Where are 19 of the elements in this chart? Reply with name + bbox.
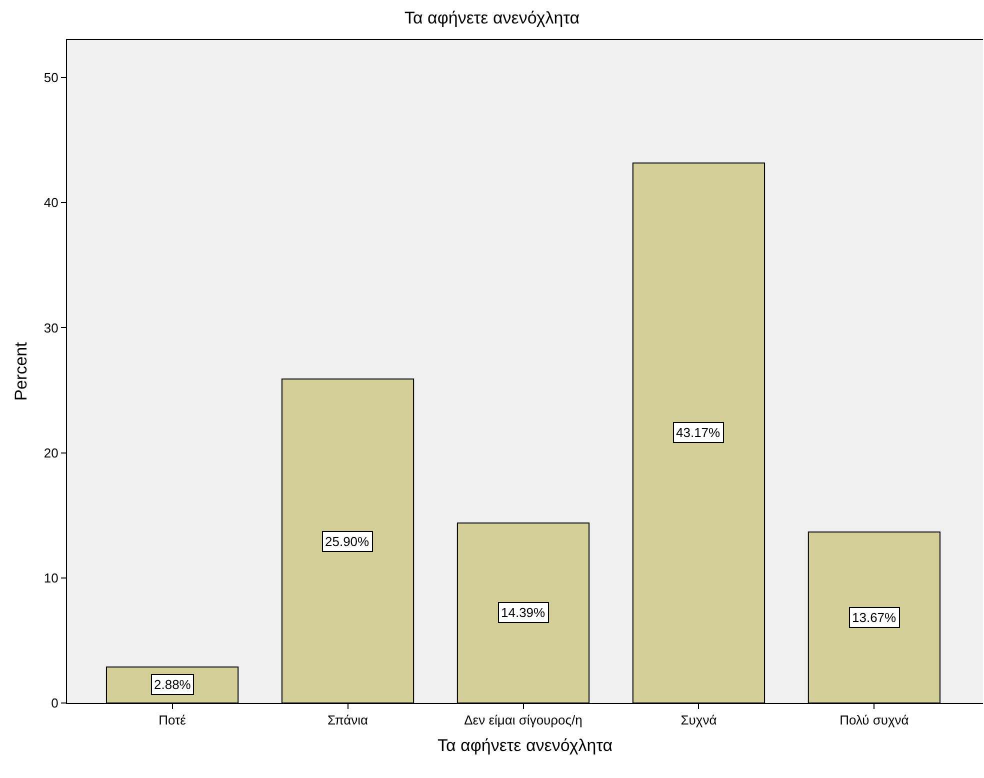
- x-tick-label: Δεν είμαι σίγουρος/η: [464, 712, 582, 728]
- y-tick-label: 0: [51, 696, 58, 711]
- chart-title: Τα αφήνετε ανενόχλητα: [404, 8, 580, 28]
- y-tick-label: 40: [44, 195, 58, 210]
- x-tick-label: Πολύ συχνά: [840, 712, 910, 728]
- y-tick-label: 50: [44, 70, 58, 86]
- data-label: 14.39%: [501, 605, 546, 620]
- x-tick-label: Συχνά: [680, 712, 718, 728]
- y-axis-title: Percent: [11, 342, 30, 401]
- data-label: 43.17%: [676, 425, 721, 440]
- x-axis-title: Τα αφήνετε ανενόχλητα: [437, 736, 613, 755]
- y-tick-label: 30: [44, 320, 58, 336]
- y-tick-label: 20: [44, 445, 58, 460]
- x-tick-label: Ποτέ: [158, 712, 186, 728]
- y-tick-label: 10: [44, 570, 58, 586]
- data-label: 25.90%: [325, 534, 370, 549]
- data-label: 2.88%: [154, 677, 192, 692]
- x-tick-label: Σπάνια: [327, 712, 369, 728]
- data-label: 13.67%: [852, 610, 897, 625]
